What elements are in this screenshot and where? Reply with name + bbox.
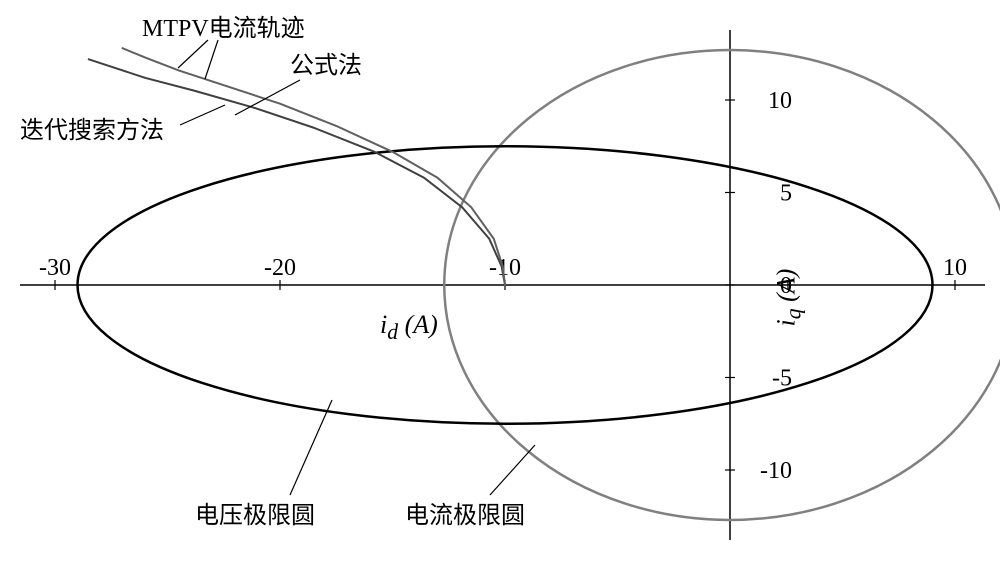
leader-mtpv-1 [205,40,218,79]
formula-method-label: 公式法 [290,45,362,80]
x-tick-label: 10 [943,255,967,281]
leader-formula [235,80,300,115]
current-limit-label: 电流极限圆 [405,495,525,530]
x-axis-label: id (A) [380,310,438,345]
voltage-limit-label: 电压极限圆 [195,495,315,530]
x-tick-label: -20 [264,255,296,281]
y-axis-label: iq (A) [771,269,806,327]
chart-svg: -30-20-1010-10-50510 [0,0,1000,571]
y-tick-label: 10 [768,88,792,114]
iterative-method-label: 迭代搜索方法 [20,110,164,145]
y-tick-label: 5 [780,181,792,207]
leader-mtpv-0 [178,40,208,68]
leader-iterative [180,105,225,125]
mtpv-title-label: MTPV电流轨迹 [142,8,305,43]
mtpv-iterative-curve [89,59,505,285]
chart-root: -30-20-1010-10-50510 MTPV电流轨迹 公式法 迭代搜索方法… [0,0,1000,571]
y-tick-label: -10 [760,458,792,484]
leader-current [490,445,535,495]
leader-voltage [290,400,332,495]
x-tick-label: -30 [39,255,71,281]
